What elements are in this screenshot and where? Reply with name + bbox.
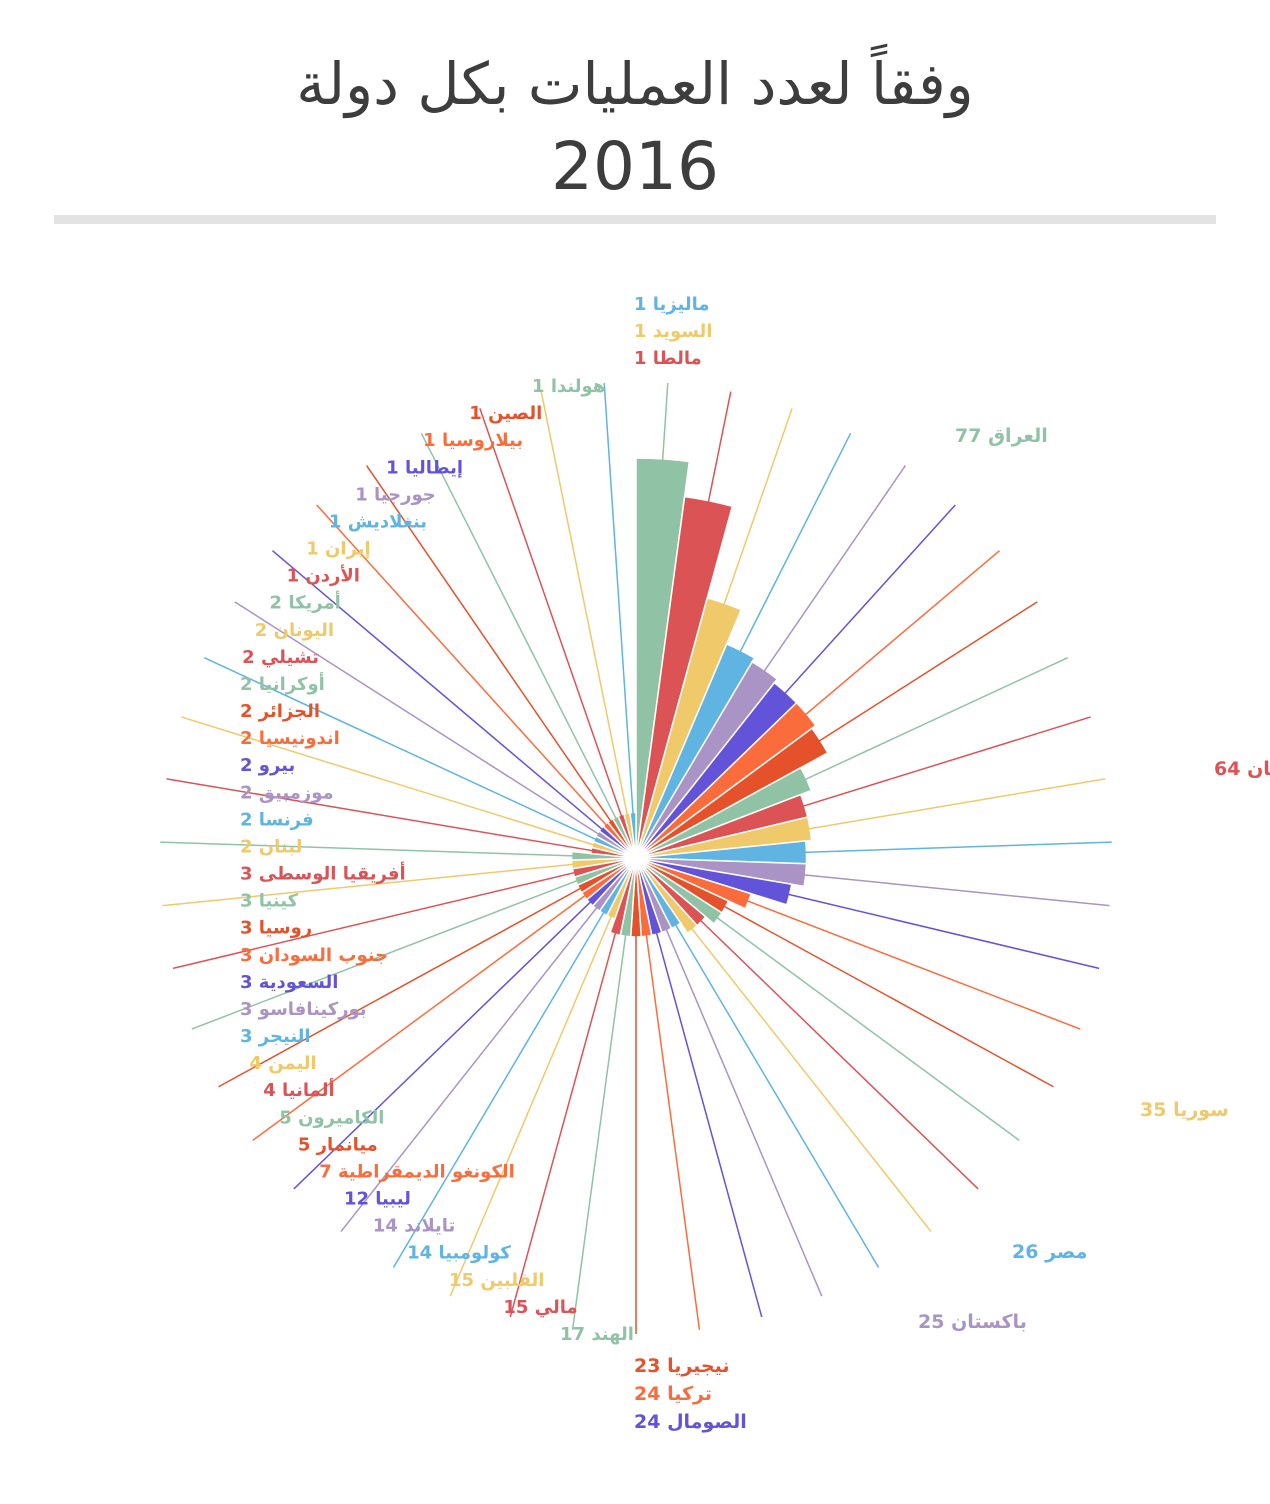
data-label-42: الصين 1 <box>469 403 542 424</box>
data-label-44: مالطا 1 <box>634 348 702 369</box>
data-label-27: فرنسا 2 <box>240 809 314 830</box>
leader-line-12 <box>780 871 1110 907</box>
data-label-11: كولومبيا 14 <box>407 1243 511 1264</box>
leader-line-9 <box>779 716 1091 815</box>
data-label-39: جورجيا 1 <box>355 484 436 505</box>
leader-line-8 <box>780 656 1069 792</box>
leader-line-39 <box>234 601 604 838</box>
leader-line-0 <box>657 383 669 519</box>
leader-line-6 <box>780 550 1000 737</box>
data-label-31: الجزائر 2 <box>240 701 320 722</box>
leader-line-27 <box>392 904 609 1268</box>
data-label-18: اليمن 4 <box>249 1053 316 1074</box>
leader-line-14 <box>731 894 1081 1030</box>
leader-line-38 <box>203 656 602 843</box>
leader-line-31 <box>218 883 589 1088</box>
data-label-21: السعودية 3 <box>240 972 338 993</box>
leader-line-42 <box>365 465 615 827</box>
leader-line-16 <box>705 908 1020 1141</box>
data-label-30: اندونيسيا 2 <box>240 728 340 749</box>
data-label-20: بوركينافاسو 3 <box>240 999 367 1020</box>
data-label-3: مصر 26 <box>1012 1241 1087 1263</box>
leader-line-1 <box>697 391 732 555</box>
leader-line-28 <box>340 900 603 1233</box>
leader-line-22 <box>644 924 701 1330</box>
data-label-14: الكونغو الديمقراطية 7 <box>319 1161 515 1182</box>
data-label-7: نيجيريا 23 <box>634 1355 730 1377</box>
data-label-13: ليبيا 12 <box>344 1189 411 1210</box>
leader-line-20 <box>661 919 823 1297</box>
data-label-22: جنوب السودان 3 <box>240 945 388 966</box>
data-label-33: تشيلي 2 <box>242 647 319 668</box>
leader-line-4 <box>745 465 907 699</box>
data-label-4: باكستان 25 <box>918 1311 1027 1333</box>
leader-line-17 <box>691 911 979 1190</box>
leader-line-44 <box>479 408 624 822</box>
leader-line-34 <box>162 862 582 907</box>
data-label-36: الأردن 1 <box>287 565 360 587</box>
leader-line-46 <box>603 383 635 820</box>
leader-line-35 <box>160 841 582 857</box>
data-label-24: كينيا 3 <box>240 891 299 912</box>
leader-line-11 <box>780 841 1112 854</box>
leader-line-21 <box>653 922 763 1318</box>
data-label-34: اليونان 2 <box>255 620 334 641</box>
leader-line-13 <box>766 888 1100 970</box>
data-label-8: الهند 17 <box>560 1324 634 1345</box>
leader-line-15 <box>711 898 1054 1088</box>
data-label-28: موزمبيق 2 <box>240 782 334 803</box>
leader-line-40 <box>272 550 607 834</box>
data-label-35: أمريكا 2 <box>270 591 341 614</box>
data-label-46: ماليزيا 1 <box>634 294 710 315</box>
data-label-17: ألمانيا 4 <box>263 1078 334 1101</box>
data-label-9: مالي 15 <box>503 1297 577 1318</box>
leader-line-45 <box>540 391 630 821</box>
data-label-1: أفغانستان 64 <box>1214 756 1270 780</box>
leader-line-19 <box>669 915 880 1268</box>
leader-line-3 <box>724 432 852 683</box>
data-label-19: النيجر 3 <box>240 1026 311 1047</box>
leader-line-43 <box>420 432 620 824</box>
leader-line-26 <box>449 908 616 1297</box>
leader-line-25 <box>509 922 619 1318</box>
leader-line-2 <box>710 408 793 642</box>
data-label-16: الكاميرون 5 <box>279 1107 384 1128</box>
chart-subtitle: 2016 <box>551 128 719 205</box>
chart-title: وفقاً لعدد العمليات بكل دولة <box>296 50 974 118</box>
data-label-32: أوكرانيا 2 <box>240 672 325 695</box>
leader-line-10 <box>783 778 1106 834</box>
leader-line-33 <box>172 869 583 970</box>
title-divider <box>54 215 1216 224</box>
data-label-12: تايلاند 14 <box>373 1216 455 1237</box>
data-label-23: روسيا 3 <box>240 918 312 939</box>
data-label-37: إيران 1 <box>306 539 370 560</box>
data-label-2: سوريا 35 <box>1140 1099 1229 1121</box>
data-label-43: هولندا 1 <box>532 376 605 397</box>
data-label-0: العراق 77 <box>955 425 1048 447</box>
data-label-5: الصومال 24 <box>634 1411 747 1433</box>
leader-line-29 <box>293 895 598 1190</box>
leader-line-7 <box>792 601 1038 759</box>
data-label-38: بنغلاديش 1 <box>329 511 427 532</box>
data-label-10: الفلبين 15 <box>449 1270 544 1291</box>
leader-line-32 <box>191 876 586 1030</box>
data-label-26: لبنان 2 <box>240 836 302 857</box>
leader-line-36 <box>166 778 598 853</box>
leader-line-5 <box>762 504 956 718</box>
data-label-40: إيطاليا 1 <box>386 457 463 478</box>
leader-line-18 <box>683 918 932 1233</box>
leader-line-37 <box>181 716 600 848</box>
leader-line-30 <box>252 889 593 1141</box>
leader-line-24 <box>571 924 628 1330</box>
data-label-29: بيرو 2 <box>240 755 295 776</box>
data-label-45: السويد 1 <box>634 321 712 342</box>
data-label-41: بيلاروسيا 1 <box>423 430 523 451</box>
data-label-6: تركيا 24 <box>634 1383 712 1405</box>
data-label-25: أفريقيا الوسطى 3 <box>240 862 406 885</box>
leader-line-41 <box>316 504 611 830</box>
data-label-15: ميانمار 5 <box>298 1134 378 1155</box>
